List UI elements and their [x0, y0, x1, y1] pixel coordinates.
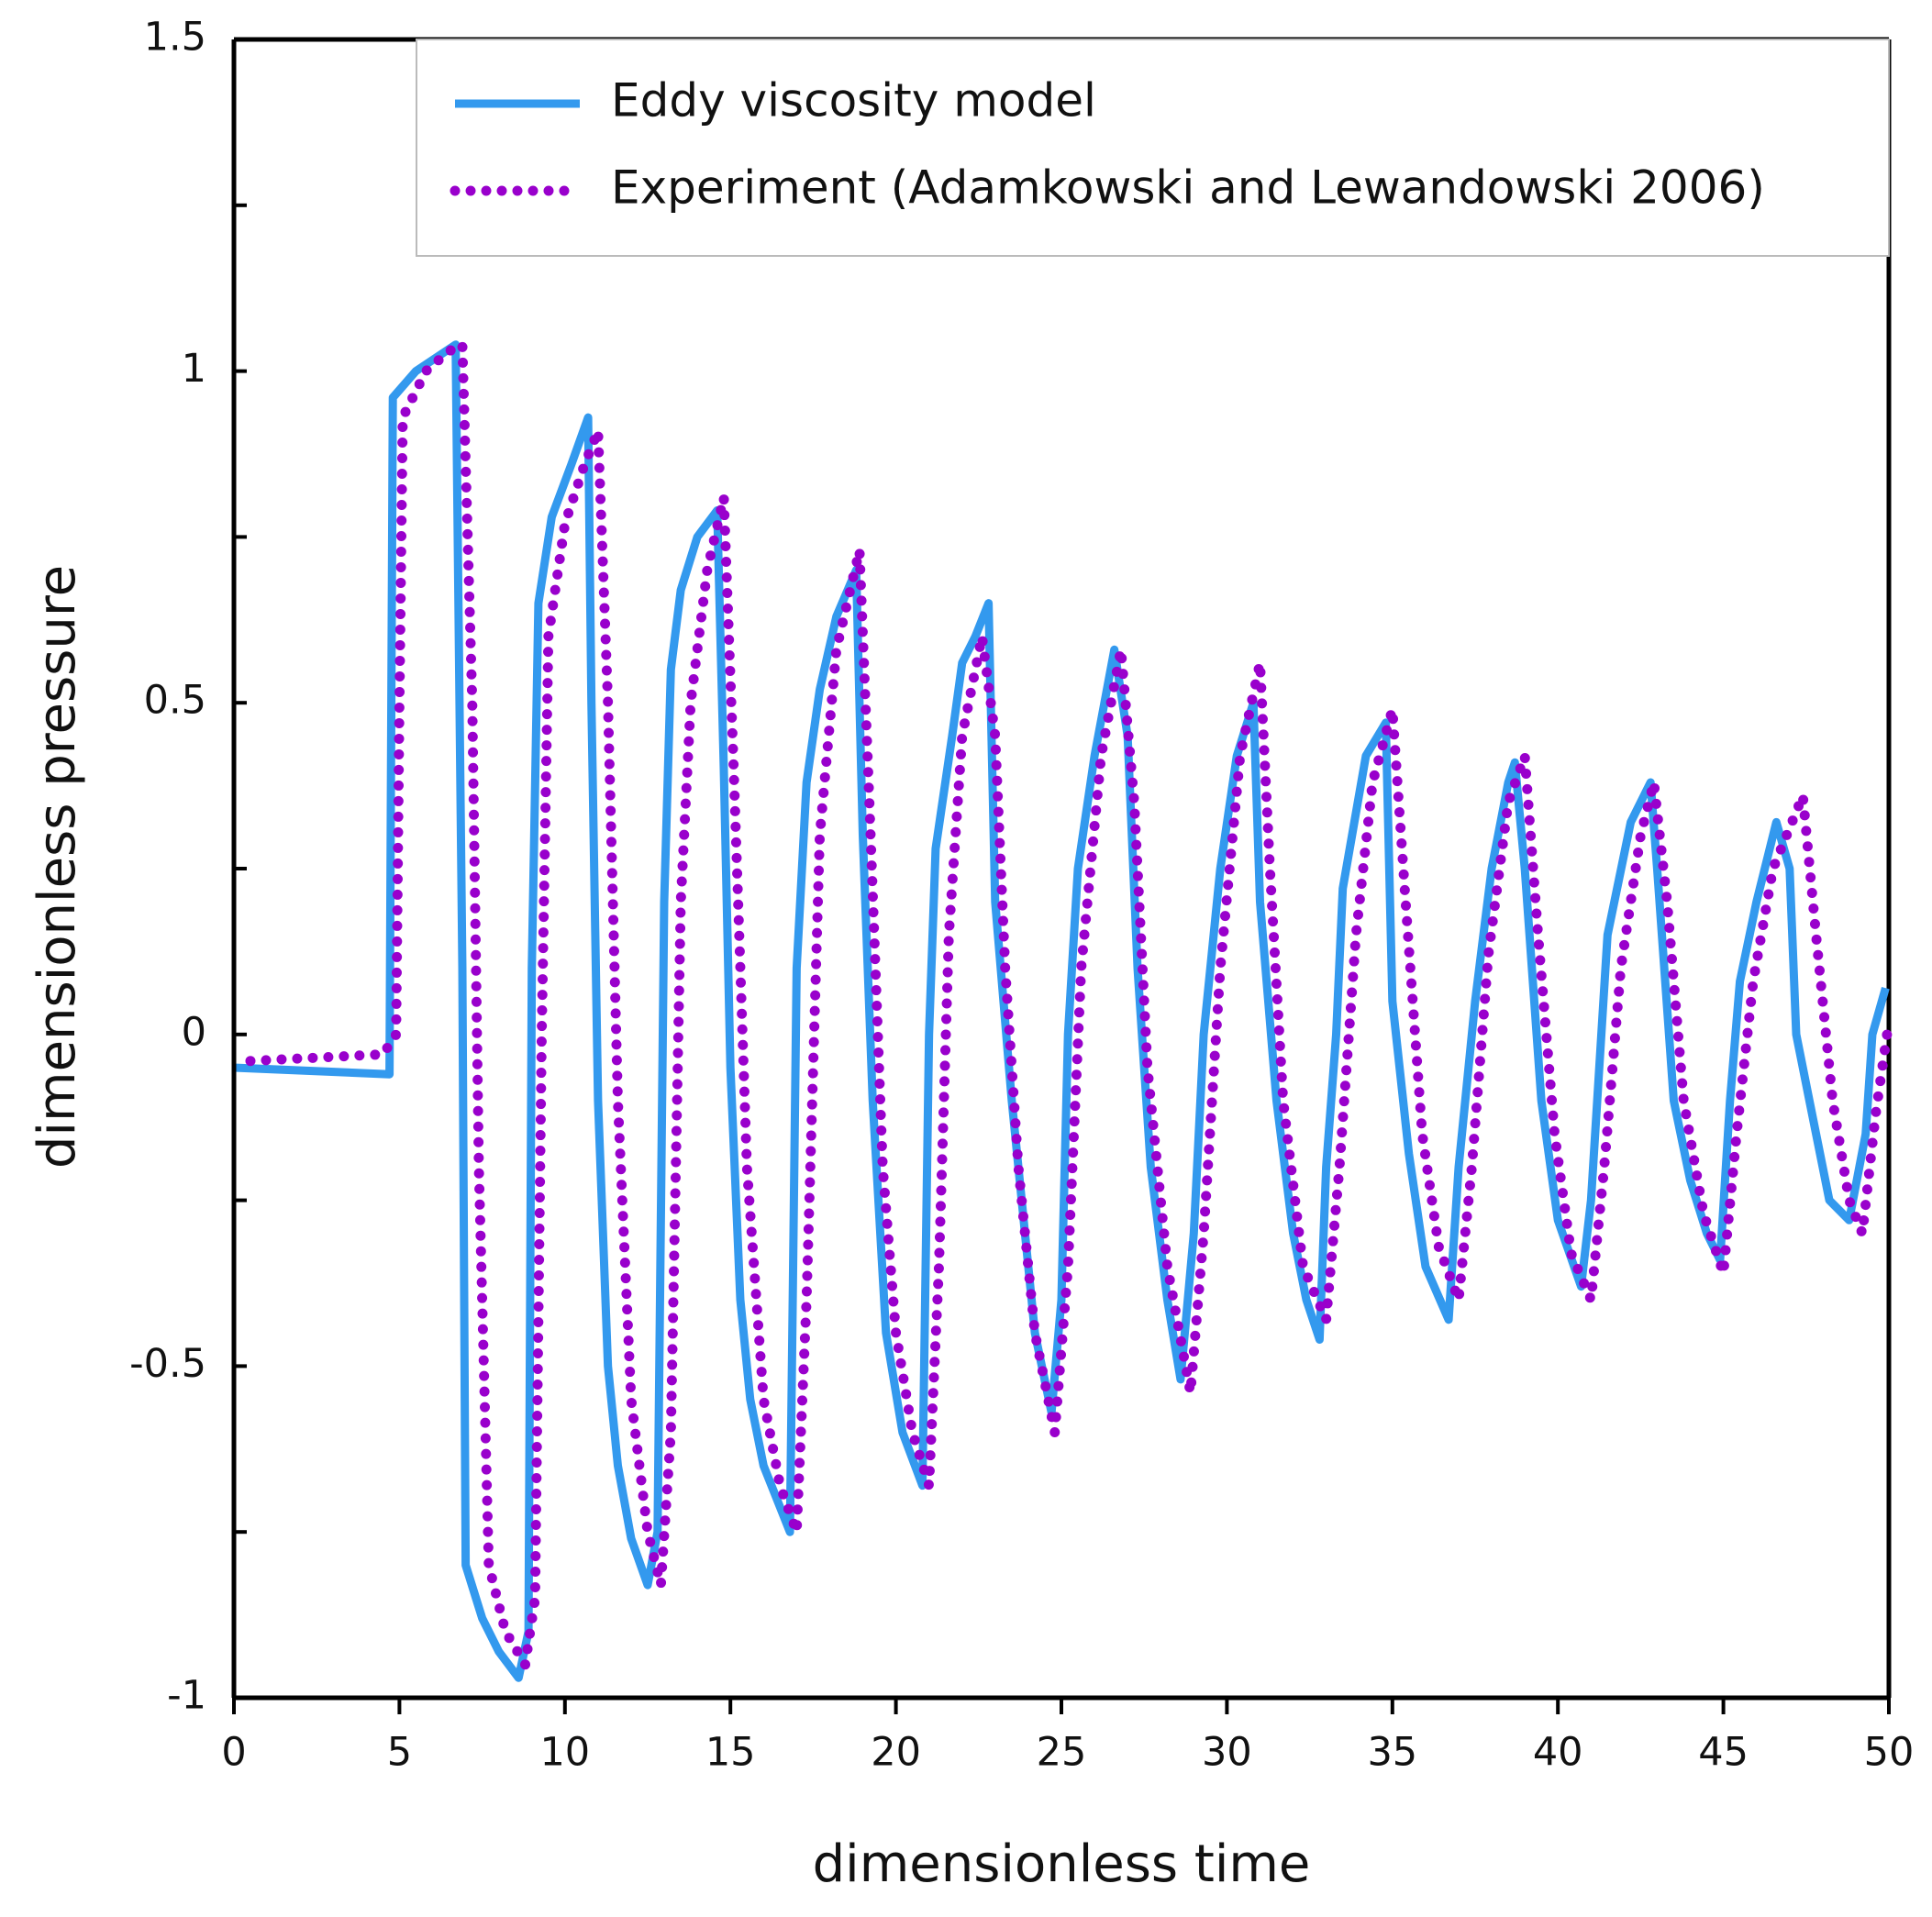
x-tick-label: 15 [705, 1730, 756, 1776]
x-tick-label: 45 [1698, 1730, 1749, 1776]
y-axis-label: dimensionless pressure [28, 565, 87, 1169]
y-tick-label: -1 [167, 1673, 206, 1719]
x-tick-label: 30 [1202, 1730, 1252, 1776]
x-tick-label: 50 [1864, 1730, 1915, 1776]
y-tick-label: 0.5 [144, 678, 206, 724]
y-tick-label: 1 [182, 346, 206, 392]
x-tick-label: 35 [1367, 1730, 1417, 1776]
x-tick-label: 5 [387, 1730, 412, 1776]
legend-label: Experiment (Adamkowski and Lewandowski 2… [611, 161, 1765, 215]
legend-label: Eddy viscosity model [611, 74, 1096, 127]
x-tick-label: 40 [1533, 1730, 1583, 1776]
x-tick-label: 25 [1037, 1730, 1087, 1776]
x-tick-label: 10 [539, 1730, 590, 1776]
y-tick-label: 0 [182, 1009, 206, 1055]
x-tick-label: 0 [221, 1730, 246, 1776]
y-tick-label: 1.5 [144, 15, 206, 61]
series-line [233, 340, 1890, 1682]
x-tick-label: 20 [871, 1730, 921, 1776]
legend-box [416, 39, 1890, 257]
x-axis-label: dimensionless time [813, 1834, 1311, 1894]
y-tick-label: -0.5 [129, 1341, 206, 1387]
series-line [245, 339, 1894, 1670]
